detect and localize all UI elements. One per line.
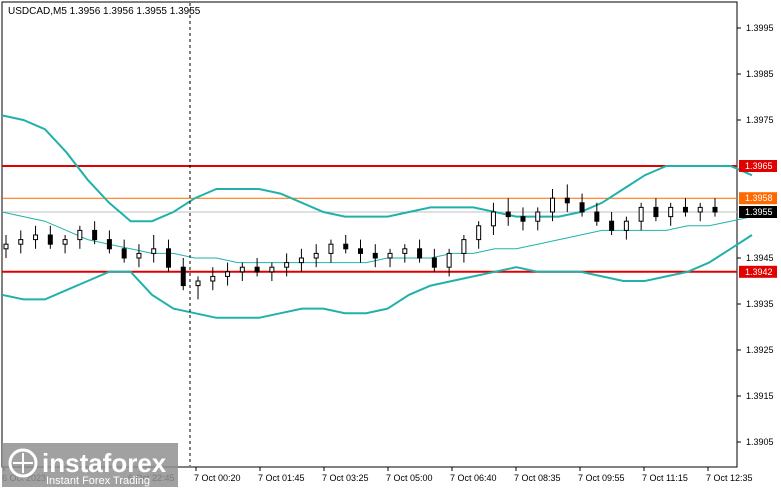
y-tick-label: 1.3985 (746, 69, 774, 79)
svg-text:1.3965: 1.3965 (745, 161, 773, 171)
chart-title: USDCAD,M5 1.3956 1.3956 1.3955 1.3955 (8, 6, 201, 17)
svg-text:1.3958: 1.3958 (745, 193, 773, 203)
x-tick-label: 7 Oct 05:00 (386, 473, 433, 483)
x-tick-label: 7 Oct 03:25 (322, 473, 369, 483)
candle (550, 189, 556, 222)
candle (579, 193, 585, 217)
candle (490, 202, 496, 235)
candle (225, 262, 231, 286)
candle (136, 244, 142, 268)
candle (476, 221, 482, 249)
candle (387, 248, 393, 268)
candle (372, 244, 378, 268)
x-tick-label: 7 Oct 00:20 (194, 473, 241, 483)
candle (3, 235, 9, 258)
candle (638, 202, 644, 231)
candle (431, 248, 437, 272)
candle (505, 198, 511, 226)
level-tag-1: 1.3958 (739, 192, 777, 205)
candle (33, 225, 39, 249)
y-tick-label: 1.3905 (746, 437, 774, 447)
candle (682, 198, 688, 217)
bollinger-upper (1, 114, 753, 223)
y-tick-label: 1.3935 (746, 299, 774, 309)
candle (254, 258, 260, 277)
candle (623, 216, 629, 240)
candle (328, 239, 334, 263)
candle (180, 258, 186, 291)
candle (520, 207, 526, 231)
candle (165, 239, 171, 272)
candle (609, 212, 615, 235)
candle (697, 202, 703, 222)
level-tag-0: 1.3965 (739, 160, 777, 172)
y-tick-label: 1.3975 (746, 115, 774, 125)
candle (121, 239, 127, 263)
y-tick-label: 1.3925 (746, 345, 774, 355)
svg-text:1.3955: 1.3955 (745, 207, 773, 217)
candle (343, 235, 349, 254)
y-tick-label: 1.3945 (746, 253, 774, 263)
candle (712, 198, 718, 217)
y-tick-label: 1.3995 (746, 23, 774, 33)
candle (653, 198, 659, 222)
x-tick-label: 7 Oct 08:35 (514, 473, 561, 483)
logo-tagline: Instant Forex Trading (46, 475, 150, 487)
x-tick-label: 7 Oct 06:40 (450, 473, 497, 483)
svg-text:1.3942: 1.3942 (745, 267, 773, 277)
candle (298, 248, 304, 272)
price-tags: 1.3965 1.3958 1.3942 1.3955 (739, 160, 777, 278)
candle (535, 207, 541, 231)
candle (358, 239, 363, 263)
candle (210, 267, 216, 291)
instaforex-logo: instaforex Instant Forex Trading (2, 443, 178, 487)
candle (284, 253, 290, 277)
y-tick-label: 1.3915 (746, 391, 774, 401)
bollinger-lower (1, 234, 753, 319)
candle (47, 225, 53, 249)
x-tick-label: 7 Oct 12:35 (706, 473, 753, 483)
candle (151, 235, 157, 263)
x-tick-label: 7 Oct 11:15 (642, 473, 688, 483)
level-tag-2: 1.3942 (739, 265, 777, 278)
candle (313, 244, 319, 268)
candle (668, 202, 674, 226)
candle (269, 262, 275, 281)
candle (564, 184, 570, 212)
x-tick-label: 7 Oct 09:55 (578, 473, 625, 483)
candle (195, 276, 201, 300)
candle (461, 235, 467, 263)
candle (92, 221, 98, 245)
candle (18, 230, 24, 254)
y-axis: 1.3995 1.3985 1.3975 1.3945 1.3935 1.3925 1.39… (737, 23, 774, 447)
candle (106, 230, 112, 254)
candle (77, 225, 83, 249)
candle (62, 235, 68, 254)
candle (239, 262, 245, 281)
candle (446, 248, 452, 277)
logo-wordmark: instaforex (42, 448, 167, 478)
plot-area (1, 1, 738, 468)
x-tick-label: 7 Oct 01:45 (258, 473, 305, 483)
current-price-tag: 1.3955 (739, 206, 777, 218)
candle (402, 244, 408, 263)
candle (417, 239, 423, 263)
candles-layer (3, 184, 718, 300)
candle (594, 202, 600, 226)
